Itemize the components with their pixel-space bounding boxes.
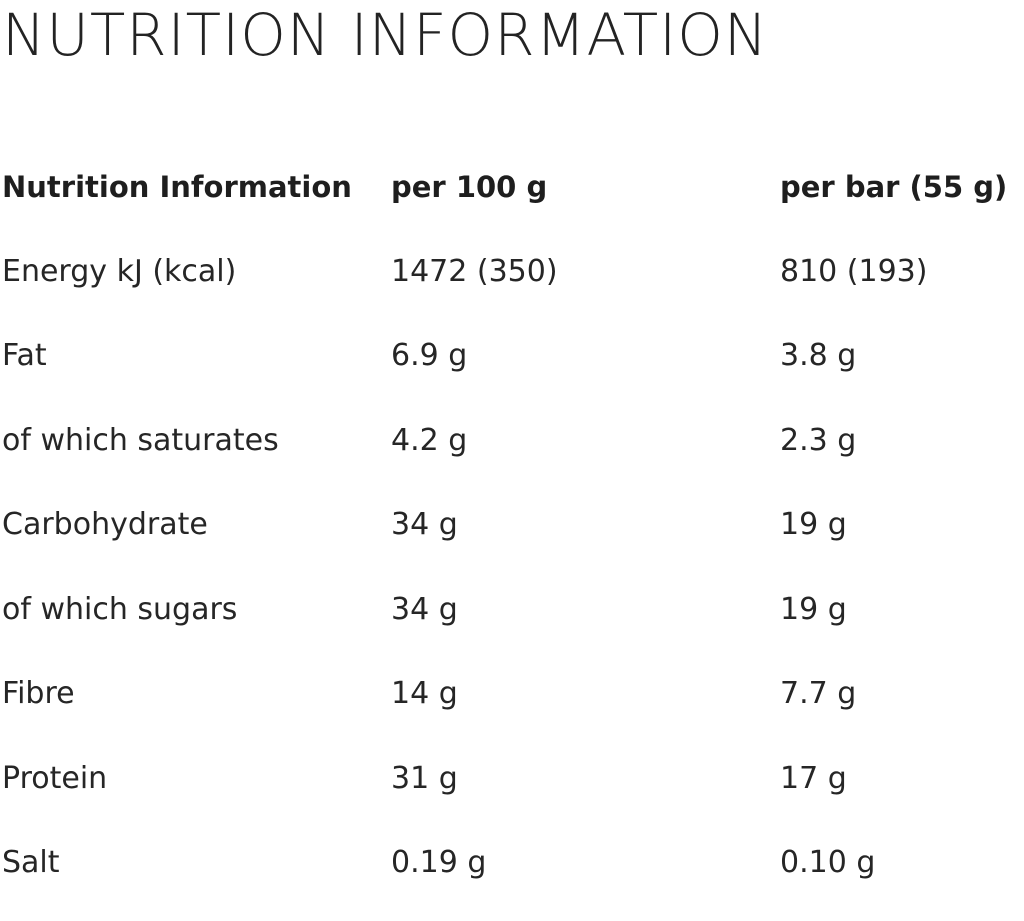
value-per-100g: 0.19 g [391, 845, 487, 880]
nutrient-name: Protein [2, 760, 108, 796]
value-per-100g: 34 g [391, 507, 458, 542]
table-row: of which saturates 4.2 g 2.3 g [2, 414, 1022, 499]
value-per-100g: 31 g [391, 760, 458, 796]
nutrient-name: of which sugars [2, 591, 238, 627]
table-row: of which sugars 34 g 19 g [2, 583, 1022, 668]
table-row: Energy kJ (kcal) 1472 (350) 810 (193) [2, 245, 1022, 330]
value-per-bar: 0.10 g [780, 845, 876, 880]
table-row: Carbohydrate 34 g 19 g [2, 498, 1022, 583]
value-per-bar: 3.8 g [780, 338, 857, 373]
header-per-100g: per 100 g [391, 170, 548, 204]
header-per-bar: per bar (55 g) [780, 170, 1008, 204]
value-per-bar: 2.3 g [780, 422, 857, 458]
nutrient-name: Salt [2, 845, 60, 880]
table-row: Salt 0.19 g 0.10 g [2, 836, 1022, 921]
value-per-100g: 4.2 g [391, 422, 468, 458]
nutrient-name: Fibre [2, 676, 75, 711]
value-per-100g: 6.9 g [391, 338, 468, 373]
table-header-row: Nutrition Information per 100 g per bar … [2, 160, 1022, 245]
value-per-100g: 34 g [391, 591, 458, 627]
table-row: Fibre 14 g 7.7 g [2, 667, 1022, 752]
value-per-bar: 19 g [780, 591, 847, 627]
nutrient-name: Carbohydrate [2, 507, 208, 542]
nutrition-table: Nutrition Information per 100 g per bar … [2, 160, 1022, 921]
value-per-bar: 7.7 g [780, 676, 857, 711]
value-per-bar: 17 g [780, 760, 847, 796]
value-per-100g: 1472 (350) [391, 253, 558, 289]
value-per-100g: 14 g [391, 676, 458, 711]
nutrient-name: Fat [2, 338, 47, 373]
nutrient-name: of which saturates [2, 422, 279, 458]
header-nutrient: Nutrition Information [2, 170, 352, 204]
value-per-bar: 19 g [780, 507, 847, 542]
table-row: Fat 6.9 g 3.8 g [2, 329, 1022, 414]
table-row: Protein 31 g 17 g [2, 752, 1022, 837]
value-per-bar: 810 (193) [780, 253, 928, 289]
nutrient-name: Energy kJ (kcal) [2, 253, 237, 289]
page-title: NUTRITION INFORMATION [2, 1, 769, 69]
